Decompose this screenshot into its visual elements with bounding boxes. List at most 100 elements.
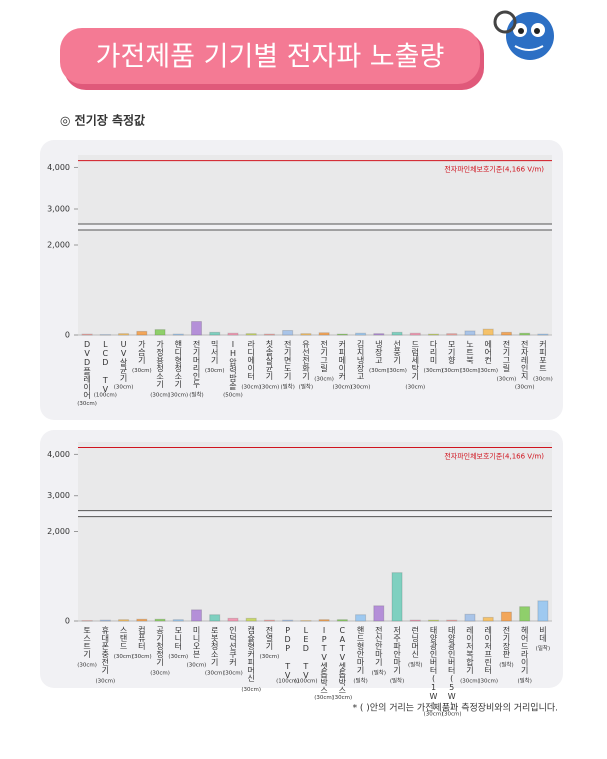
bar xyxy=(428,334,438,335)
y-tick-label: 0 xyxy=(65,331,70,340)
axis-break xyxy=(78,224,552,230)
reference-label: 전자파인체보호기준(4,166 V/m) xyxy=(444,165,544,174)
axis-break xyxy=(78,511,552,517)
x-tick-label: 헤어드라이기 xyxy=(520,626,529,675)
x-tick-label: 전열기 xyxy=(265,625,274,651)
distance-label: (30cm) xyxy=(515,385,535,391)
bar xyxy=(100,620,110,621)
bar xyxy=(283,331,293,336)
bar xyxy=(356,333,366,335)
bar xyxy=(392,573,402,621)
subtitle: ◎ 전기장 측정값 xyxy=(60,113,145,128)
distance-label: (밀착) xyxy=(536,644,550,652)
distance-label: (30cm) xyxy=(205,671,225,677)
distance-label: (30cm) xyxy=(460,368,480,374)
x-tick-label: 공기청정기 xyxy=(156,626,165,667)
bar xyxy=(392,332,402,335)
bar xyxy=(246,618,256,621)
bar xyxy=(228,618,238,621)
distance-label: (30cm) xyxy=(442,712,462,718)
bar xyxy=(283,620,293,621)
distance-label: (30cm) xyxy=(424,368,444,374)
bar xyxy=(155,619,165,621)
distance-label: (밀착) xyxy=(353,677,367,685)
distance-label: (100cm) xyxy=(294,679,317,685)
bar xyxy=(246,334,256,335)
distance-label: (30cm) xyxy=(168,654,188,660)
bar xyxy=(210,332,220,335)
x-tick-label: 전기그릴 xyxy=(502,339,511,372)
bar xyxy=(119,334,129,335)
bar xyxy=(520,333,530,335)
x-tick-label: 전기머리인두 xyxy=(192,339,201,389)
bar xyxy=(301,334,311,335)
x-tick-label: 전기면도기 xyxy=(283,339,292,381)
bar xyxy=(137,619,147,621)
distance-label: (30cm) xyxy=(132,654,152,660)
distance-label: (밀착) xyxy=(408,660,422,668)
bar xyxy=(155,330,165,335)
x-tick-label: 컴퓨터 xyxy=(137,626,146,651)
distance-label: (30cm) xyxy=(314,695,334,701)
x-tick-label: 핸디형청소기 xyxy=(174,339,183,389)
y-tick-label: 4,000 xyxy=(47,450,70,459)
distance-label: (30cm) xyxy=(424,712,444,718)
bar xyxy=(264,334,274,335)
distance-label: (30cm) xyxy=(223,671,243,677)
distance-label: (30cm) xyxy=(333,695,353,701)
x-tick-label: 저주파안마기 xyxy=(392,626,401,675)
bar xyxy=(356,615,366,621)
x-tick-label: 캡슐형커피머신 xyxy=(247,625,256,682)
distance-label: (30cm) xyxy=(478,679,498,685)
distance-label: (30cm) xyxy=(260,385,280,391)
y-tick-label: 3,000 xyxy=(47,491,70,500)
distance-label: (밀착) xyxy=(299,383,313,391)
bar xyxy=(119,620,129,621)
distance-label: (30cm) xyxy=(77,401,97,407)
bar xyxy=(465,331,475,335)
x-tick-label: 레이저복합기 xyxy=(465,626,474,675)
distance-label: (30cm) xyxy=(241,385,261,391)
distance-label: (30cm) xyxy=(478,368,498,374)
distance-label: (30cm) xyxy=(405,385,425,391)
distance-label: (30cm) xyxy=(187,662,207,668)
bar xyxy=(538,601,548,621)
bar xyxy=(465,614,475,621)
bar xyxy=(319,333,329,335)
y-tick-label: 3,000 xyxy=(47,205,70,214)
x-tick-label: 모기향 xyxy=(447,340,456,364)
bar xyxy=(374,334,384,335)
x-tick-label: 비데 xyxy=(538,626,547,643)
distance-label: (30cm) xyxy=(442,368,462,374)
distance-label: (30cm) xyxy=(351,385,371,391)
bar xyxy=(82,334,92,335)
x-tick-label: 가습기 xyxy=(137,340,146,365)
x-tick-label: 드럼세탁기 xyxy=(410,340,419,381)
x-tick-label: 라디에이터 xyxy=(246,340,255,381)
x-tick-label: 휴대폰충전기 xyxy=(101,626,110,675)
distance-label: (30cm) xyxy=(150,393,170,399)
x-tick-label: PDP TV xyxy=(283,626,292,680)
title: 가전제품 기기별 전자파 노출량 xyxy=(96,42,445,73)
bar xyxy=(520,607,530,621)
x-tick-label: 김치냉장고 xyxy=(356,339,365,380)
distance-label: (30cm) xyxy=(114,385,134,391)
distance-label: (30cm) xyxy=(205,368,225,374)
x-tick-label: 유선전화기 xyxy=(301,340,310,381)
distance-label: (밀착) xyxy=(390,677,404,685)
bar xyxy=(501,612,511,621)
x-tick-label: 인덕션쿠커 xyxy=(228,625,237,667)
x-tick-label: 스탠드 xyxy=(119,626,128,650)
distance-label: (밀착) xyxy=(499,660,513,668)
distance-label: (30cm) xyxy=(77,662,97,668)
distance-label: (30cm) xyxy=(333,385,353,391)
distance-label: (30cm) xyxy=(369,368,389,374)
distance-label: (30cm) xyxy=(460,679,480,685)
distance-label: (30cm) xyxy=(114,654,134,660)
bar xyxy=(483,329,493,335)
distance-label: (50cm) xyxy=(223,393,243,399)
x-tick-label: UV살균기 xyxy=(119,340,128,383)
bar xyxy=(337,620,347,621)
bar xyxy=(210,615,220,621)
